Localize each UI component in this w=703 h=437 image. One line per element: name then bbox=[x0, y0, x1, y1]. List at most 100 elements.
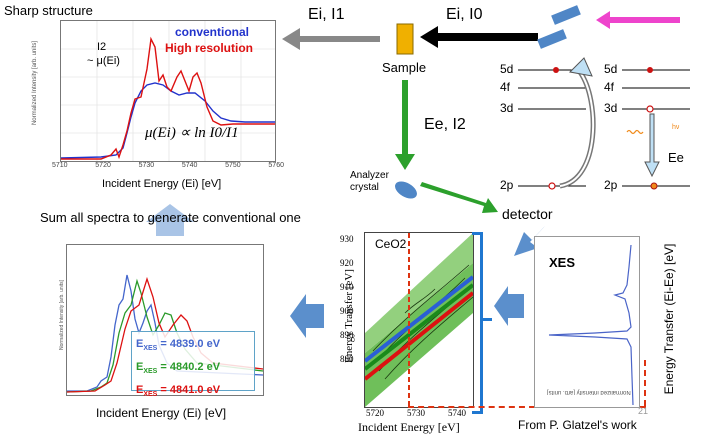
xes-x-axis-label: Normalized intensity [arb. units] bbox=[547, 389, 631, 395]
photon-hv-label: hν bbox=[672, 124, 680, 131]
analyzer-crystal-label: Analyzer crystal bbox=[350, 170, 389, 193]
rixs-bracket-tick bbox=[480, 318, 492, 321]
conventional-curve bbox=[61, 82, 275, 159]
rixs-x-axis-label: Incident Energy [eV] bbox=[358, 420, 460, 434]
black-arrow-to-sample bbox=[420, 26, 538, 48]
green-arrow-to-detector bbox=[420, 182, 498, 213]
xes-cut-dashed-box bbox=[408, 406, 646, 408]
top-x-tick: 5750 bbox=[225, 162, 241, 169]
absorption-formula: μ(Ei) ∝ ln I0/I1 bbox=[145, 125, 239, 141]
level-3d-hole-right bbox=[646, 105, 654, 113]
slide-page-number: 21 bbox=[638, 406, 649, 416]
top-x-axis-label: Incident Energy (Ei) [eV] bbox=[102, 178, 222, 190]
top-x-tick-labels: 5710 5720 5730 5740 5750 5760 bbox=[52, 162, 284, 169]
legend-prefix: E bbox=[136, 338, 144, 350]
xes-plot bbox=[548, 244, 634, 406]
beam-ei-i1-label: Ei, I1 bbox=[308, 6, 345, 23]
sum-spectra-caption: Sum all spectra to generate conventional… bbox=[40, 210, 301, 225]
legend-sub: XES bbox=[143, 368, 158, 376]
level-label-right-5d: 5d bbox=[604, 62, 618, 76]
top-y-axis-label: Normalized Intensity [arb. units] bbox=[32, 40, 38, 126]
grey-arrow-to-spectrum bbox=[282, 28, 380, 50]
rixs-map-plot bbox=[365, 233, 473, 407]
sharp-structure-title: Sharp structure bbox=[4, 3, 93, 18]
rixs-blue-diagonal bbox=[365, 275, 473, 363]
i2-label: I2 bbox=[97, 41, 107, 53]
rixs-x-tick: 5720 bbox=[366, 408, 384, 418]
xes-cut-dashed-side bbox=[644, 360, 646, 406]
legend-entry-4841: EXES = 4841.0 eV bbox=[136, 381, 250, 404]
legend-sub: XES bbox=[143, 345, 158, 353]
emitted-energy-label: Ee bbox=[668, 150, 684, 165]
legend-entry-4839: EXES = 4839.0 eV bbox=[136, 335, 250, 358]
legend-sub: XES bbox=[143, 391, 158, 399]
mu-ei-label: ~ μ(Ei) bbox=[87, 55, 120, 67]
legend-high-resolution: High resolution bbox=[165, 41, 253, 55]
legend-prefix: E bbox=[136, 384, 144, 397]
excitation-curved-arrow-outline bbox=[559, 71, 595, 187]
bottom-legend-box: EXES = 4839.0 eV EXES = 4840.2 eV EXES =… bbox=[131, 331, 255, 399]
level-label-left-3d: 3d bbox=[500, 101, 514, 115]
rixs-y-tick: 930 bbox=[340, 234, 354, 244]
xes-spectrum bbox=[548, 244, 634, 406]
legend-value: = 4841.0 eV bbox=[157, 384, 221, 397]
top-x-tick: 5730 bbox=[138, 162, 155, 169]
legend-prefix: E bbox=[136, 361, 144, 374]
rixs-y-tick: 880 bbox=[340, 354, 354, 364]
rixs-y-tick: 910 bbox=[340, 282, 354, 292]
monochromator-crystal-2 bbox=[537, 29, 567, 49]
top-x-tick: 5720 bbox=[95, 162, 111, 169]
level-label-left-5d: 5d bbox=[500, 62, 514, 76]
rixs-red-diagonal bbox=[365, 291, 473, 381]
level-label-left-2p: 2p bbox=[500, 178, 514, 192]
rixs-y-ticks: 930 920 910 900 890 880 bbox=[340, 234, 354, 364]
xes-y-axis-label: Energy Transfer (Ei-Ee) [eV] bbox=[662, 243, 676, 395]
top-x-tick: 5710 bbox=[52, 162, 68, 169]
top-spectrum-panel: conventional High resolution I2 ~ μ(Ei) … bbox=[60, 20, 276, 162]
rixs-green-diagonal bbox=[365, 283, 473, 371]
top-x-tick: 5740 bbox=[181, 162, 198, 169]
rixs-y-tick: 920 bbox=[340, 258, 354, 268]
rixs-x-tick: 5740 bbox=[448, 408, 466, 418]
level-label-right-4f: 4f bbox=[604, 80, 615, 94]
beam-ee-i2-label: Ee, I2 bbox=[424, 116, 466, 133]
rixs-green-band-light bbox=[365, 233, 473, 353]
rixs-x-tick: 5730 bbox=[407, 408, 425, 418]
rixs-bracket bbox=[472, 232, 483, 414]
beam-ei-i0-label: Ei, I0 bbox=[446, 6, 483, 23]
legend-entry-4840: EXES = 4840.2 eV bbox=[136, 358, 250, 381]
pink-incoming-arrow bbox=[596, 11, 680, 29]
level-label-right-2p: 2p bbox=[604, 178, 618, 192]
green-arrow-down bbox=[395, 80, 415, 170]
xes-panel: XES Normalized intensity [arb. units] bbox=[534, 236, 640, 408]
level-2p-filled-right bbox=[650, 182, 658, 190]
bottom-x-axis-label: Incident Energy (Ei) [eV] bbox=[96, 406, 227, 420]
blue-arrow-left-from-xes bbox=[494, 286, 524, 326]
rixs-sample-label: CeO2 bbox=[375, 237, 407, 251]
level-label-right-3d: 3d bbox=[604, 101, 618, 115]
rixs-x-ticks: 5720 5730 5740 bbox=[366, 408, 466, 418]
top-spectrum-plot bbox=[61, 21, 275, 161]
legend-conventional: conventional bbox=[175, 25, 250, 39]
sample-label: Sample bbox=[382, 60, 427, 75]
legend-value: = 4839.0 eV bbox=[157, 338, 221, 350]
level-5d-electron-left bbox=[553, 67, 559, 73]
xes-title: XES bbox=[549, 255, 576, 270]
photon-wave bbox=[626, 129, 644, 135]
detector-label: detector bbox=[502, 206, 553, 222]
level-diagram-right bbox=[622, 69, 690, 187]
rixs-y-tick: 890 bbox=[340, 330, 354, 340]
sample-block bbox=[396, 23, 414, 55]
bottom-y-axis-label: Normalized Intensity [arb. units] bbox=[59, 279, 65, 351]
excitation-curved-arrow bbox=[559, 70, 596, 189]
bottom-spectrum-panel: EXES = 4839.0 eV EXES = 4840.2 eV EXES =… bbox=[66, 244, 264, 399]
level-2p-hole-left bbox=[548, 182, 556, 190]
rixs-y-tick: 900 bbox=[340, 306, 354, 316]
legend-value: = 4840.2 eV bbox=[157, 361, 221, 374]
decay-arrow bbox=[644, 113, 660, 178]
level-label-left-4f: 4f bbox=[500, 80, 511, 94]
level-5d-electron-right bbox=[647, 67, 653, 73]
high-resolution-curve bbox=[61, 36, 275, 160]
rixs-map: CeO2 bbox=[364, 232, 474, 408]
excitation-arrowhead bbox=[568, 57, 593, 77]
